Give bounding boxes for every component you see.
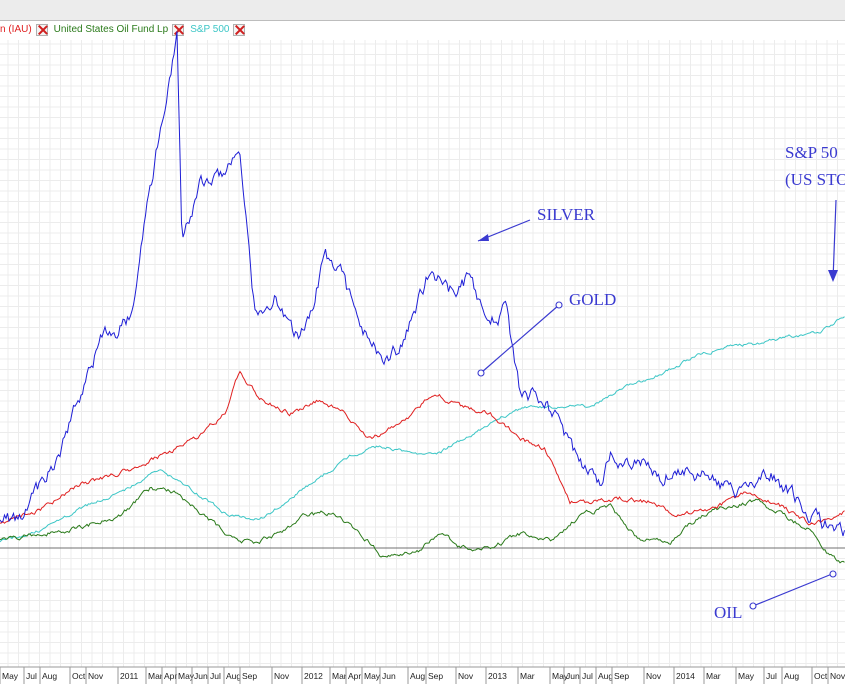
x-tick-label: Nov: [830, 671, 845, 681]
x-tick-label: May: [738, 671, 755, 681]
arrow-oil-dot: [749, 602, 757, 610]
close-icon[interactable]: [172, 23, 185, 36]
annotation-silver: SILVER: [537, 205, 596, 224]
x-tick-label: Jul: [766, 671, 777, 681]
close-icon[interactable]: [233, 23, 246, 36]
x-tick-label: May: [552, 671, 569, 681]
x-tick-label: Jun: [382, 671, 396, 681]
x-tick-label: May: [2, 671, 19, 681]
series-layer: [0, 31, 845, 564]
annotation-gold: GOLD: [569, 290, 616, 309]
annotation-sp500: S&P 50: [785, 143, 838, 162]
x-tick-label: Sep: [428, 671, 443, 681]
x-tick-label: Mar: [332, 671, 347, 681]
annotation-oil: OIL: [714, 603, 742, 622]
x-tick-label: May: [178, 671, 195, 681]
x-tick-label: Aug: [598, 671, 613, 681]
legend-label-oil: United States Oil Fund Lp: [53, 24, 169, 35]
annotations: SILVER GOLD S&P 50 (US STO OIL: [537, 143, 845, 622]
x-tick-label: Mar: [520, 671, 535, 681]
x-tick-label: Aug: [226, 671, 241, 681]
x-tick-label: Apr: [164, 671, 177, 681]
x-tick-label: 2014: [676, 671, 695, 681]
x-tick-label: May: [364, 671, 381, 681]
x-tick-label: Apr: [348, 671, 361, 681]
x-tick-label: Jun: [566, 671, 580, 681]
arrow-oil-dot-end: [829, 570, 837, 578]
arrowhead-sp500: [828, 270, 838, 282]
arrow-sp500: [832, 199, 837, 281]
x-tick-label: Aug: [42, 671, 57, 681]
arrowhead-silver: [478, 234, 489, 241]
legend-label-gold: n (IAU): [0, 24, 32, 35]
x-tick-label: Oct: [72, 671, 86, 681]
series-line-silver: [0, 31, 845, 537]
x-tick-label: Jul: [26, 671, 37, 681]
x-tick-label: 2012: [304, 671, 323, 681]
arrow-oil: [752, 573, 833, 607]
x-tick-label: Jul: [210, 671, 221, 681]
x-tick-label: Sep: [242, 671, 257, 681]
arrow-gold: [481, 304, 560, 373]
annotation-us-stocks: (US STO: [785, 170, 845, 189]
x-axis: May Jul Aug Oct Nov 2011 Mar Apr May Jun Jul Aug Sep…: [0, 667, 845, 684]
close-icon[interactable]: [35, 23, 48, 36]
grid: [0, 40, 845, 667]
x-tick-label: Aug: [410, 671, 425, 681]
x-tick-label: Sep: [614, 671, 629, 681]
x-tick-label: Oct: [814, 671, 828, 681]
legend-label-sp500: S&P 500: [190, 24, 230, 35]
annotation-arrows: [477, 199, 838, 610]
series-line-oil: [0, 486, 845, 564]
x-tick-label: Jun: [194, 671, 208, 681]
x-tick-label: 2011: [120, 671, 139, 681]
x-tick-label: Aug: [784, 671, 799, 681]
legend: n (IAU) United States Oil Fund Lp S&P 50…: [0, 21, 251, 38]
x-tick-label: Mar: [148, 671, 163, 681]
x-tick-label: Jul: [582, 671, 593, 681]
legend-item-gold: n (IAU): [0, 23, 48, 36]
x-tick-label: Nov: [274, 671, 290, 681]
arrow-gold-dot: [555, 301, 563, 309]
toolbar-strip: [0, 0, 845, 21]
legend-item-sp500: S&P 500: [190, 23, 246, 36]
x-tick-label: Nov: [458, 671, 474, 681]
legend-item-oil: United States Oil Fund Lp: [53, 23, 185, 36]
arrow-gold-dot-end: [477, 369, 485, 377]
x-tick-label: 2013: [488, 671, 507, 681]
x-tick-label: Mar: [706, 671, 721, 681]
x-tick-label: Nov: [88, 671, 104, 681]
x-tick-label: Nov: [646, 671, 662, 681]
series-line-s-p-500: [0, 316, 845, 543]
series-line-gold: [0, 370, 845, 526]
